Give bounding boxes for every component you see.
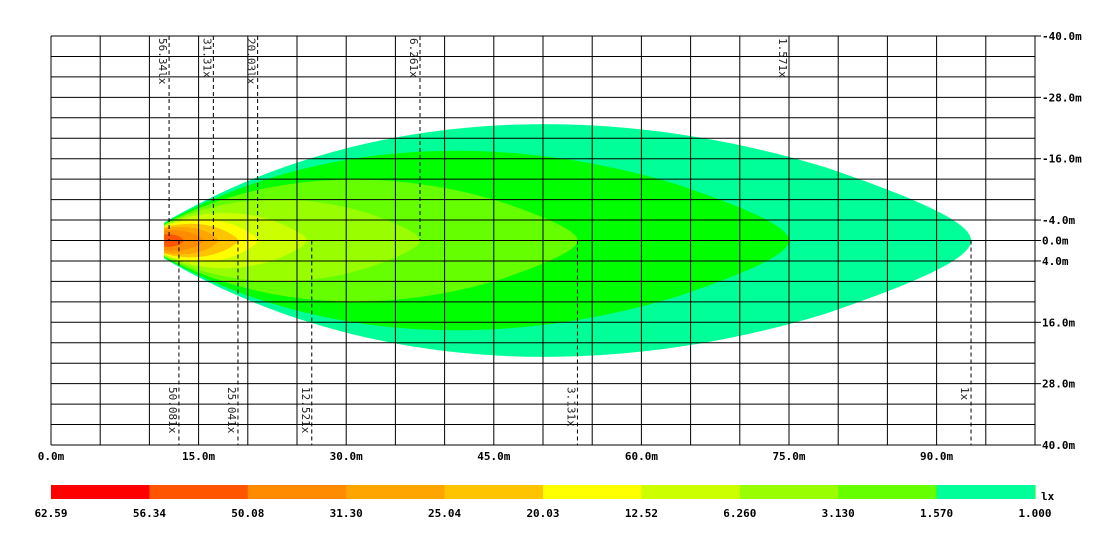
grid-lines <box>50 35 1036 446</box>
annotation-label: 3.131x <box>564 387 577 427</box>
annotation-label: 20.03lx <box>245 38 258 85</box>
y-tick-label: 16.0m <box>1042 316 1075 329</box>
colorbar-label: 1.570 <box>920 507 953 520</box>
colorbar-label: 6.260 <box>723 507 756 520</box>
y-tick-label: 40.0m <box>1042 439 1075 452</box>
annotation-label: 12.521x <box>299 387 312 434</box>
x-tick-label: 60.0m <box>625 450 658 463</box>
y-tick-label: 4.0m <box>1042 255 1069 268</box>
y-tick-label: -16.0m <box>1042 153 1082 166</box>
y-tick-label: -4.0m <box>1042 214 1075 227</box>
colorbar-segment <box>444 485 544 499</box>
annotation-label: 6.261x <box>407 38 420 78</box>
colorbar-label: 31.30 <box>330 507 363 520</box>
colorbar-label: 3.130 <box>822 507 855 520</box>
annotation-label: 31.31x <box>200 38 213 78</box>
colorbar: 62.59 56.34 50.08 31.30 25.04 20.03 12.52 6.260… <box>34 485 1055 520</box>
y-tick-label: -40.0m <box>1042 30 1082 43</box>
colorbar-label: 1.000 <box>1018 507 1051 520</box>
x-tick-label: 75.0m <box>772 450 805 463</box>
x-axis-ticks: 0.0m 15.0m 30.0m 45.0m 60.0m 75.0m 90.0m <box>38 450 954 463</box>
x-tick-label: 15.0m <box>182 450 215 463</box>
colorbar-segment <box>641 485 741 499</box>
annotation-label: 50.081x <box>166 387 179 434</box>
x-tick-label: 90.0m <box>920 450 953 463</box>
y-tick-label: 28.0m <box>1042 378 1075 391</box>
annotation-label: 56.34lx <box>156 38 169 85</box>
y-axis-ticks: -40.0m -28.0m -16.0m -4.0m 0.0m 4.0m 16.0m 28.0… <box>1035 30 1082 452</box>
colorbar-segment <box>149 485 249 499</box>
x-tick-label: 45.0m <box>477 450 510 463</box>
isolux-annotations: 56.34lx 31.31x 20.03lx 6.261x 1.571x 50.081x 2… <box>156 36 972 445</box>
colorbar-label: 25.04 <box>428 507 461 520</box>
colorbar-segment <box>247 485 347 499</box>
colorbar-unit: lx <box>1041 490 1055 503</box>
annotation-label: 1x <box>958 387 971 401</box>
colorbar-segment <box>346 485 446 499</box>
colorbar-segment <box>838 485 938 499</box>
x-tick-label: 0.0m <box>38 450 65 463</box>
y-tick-label: 0.0m <box>1042 235 1069 248</box>
colorbar-segment <box>51 485 150 499</box>
colorbar-label: 20.03 <box>526 507 559 520</box>
colorbar-segment <box>739 485 839 499</box>
colorbar-label: 50.08 <box>231 507 264 520</box>
colorbar-label: 12.52 <box>625 507 658 520</box>
colorbar-segment <box>543 485 642 499</box>
y-tick-label: -28.0m <box>1042 91 1082 104</box>
x-tick-label: 30.0m <box>330 450 363 463</box>
colorbar-label: 62.59 <box>34 507 67 520</box>
annotation-label: 25.041x <box>225 387 238 434</box>
colorbar-segment <box>936 485 1035 499</box>
colorbar-label: 56.34 <box>133 507 166 520</box>
annotation-label: 1.571x <box>776 38 789 78</box>
